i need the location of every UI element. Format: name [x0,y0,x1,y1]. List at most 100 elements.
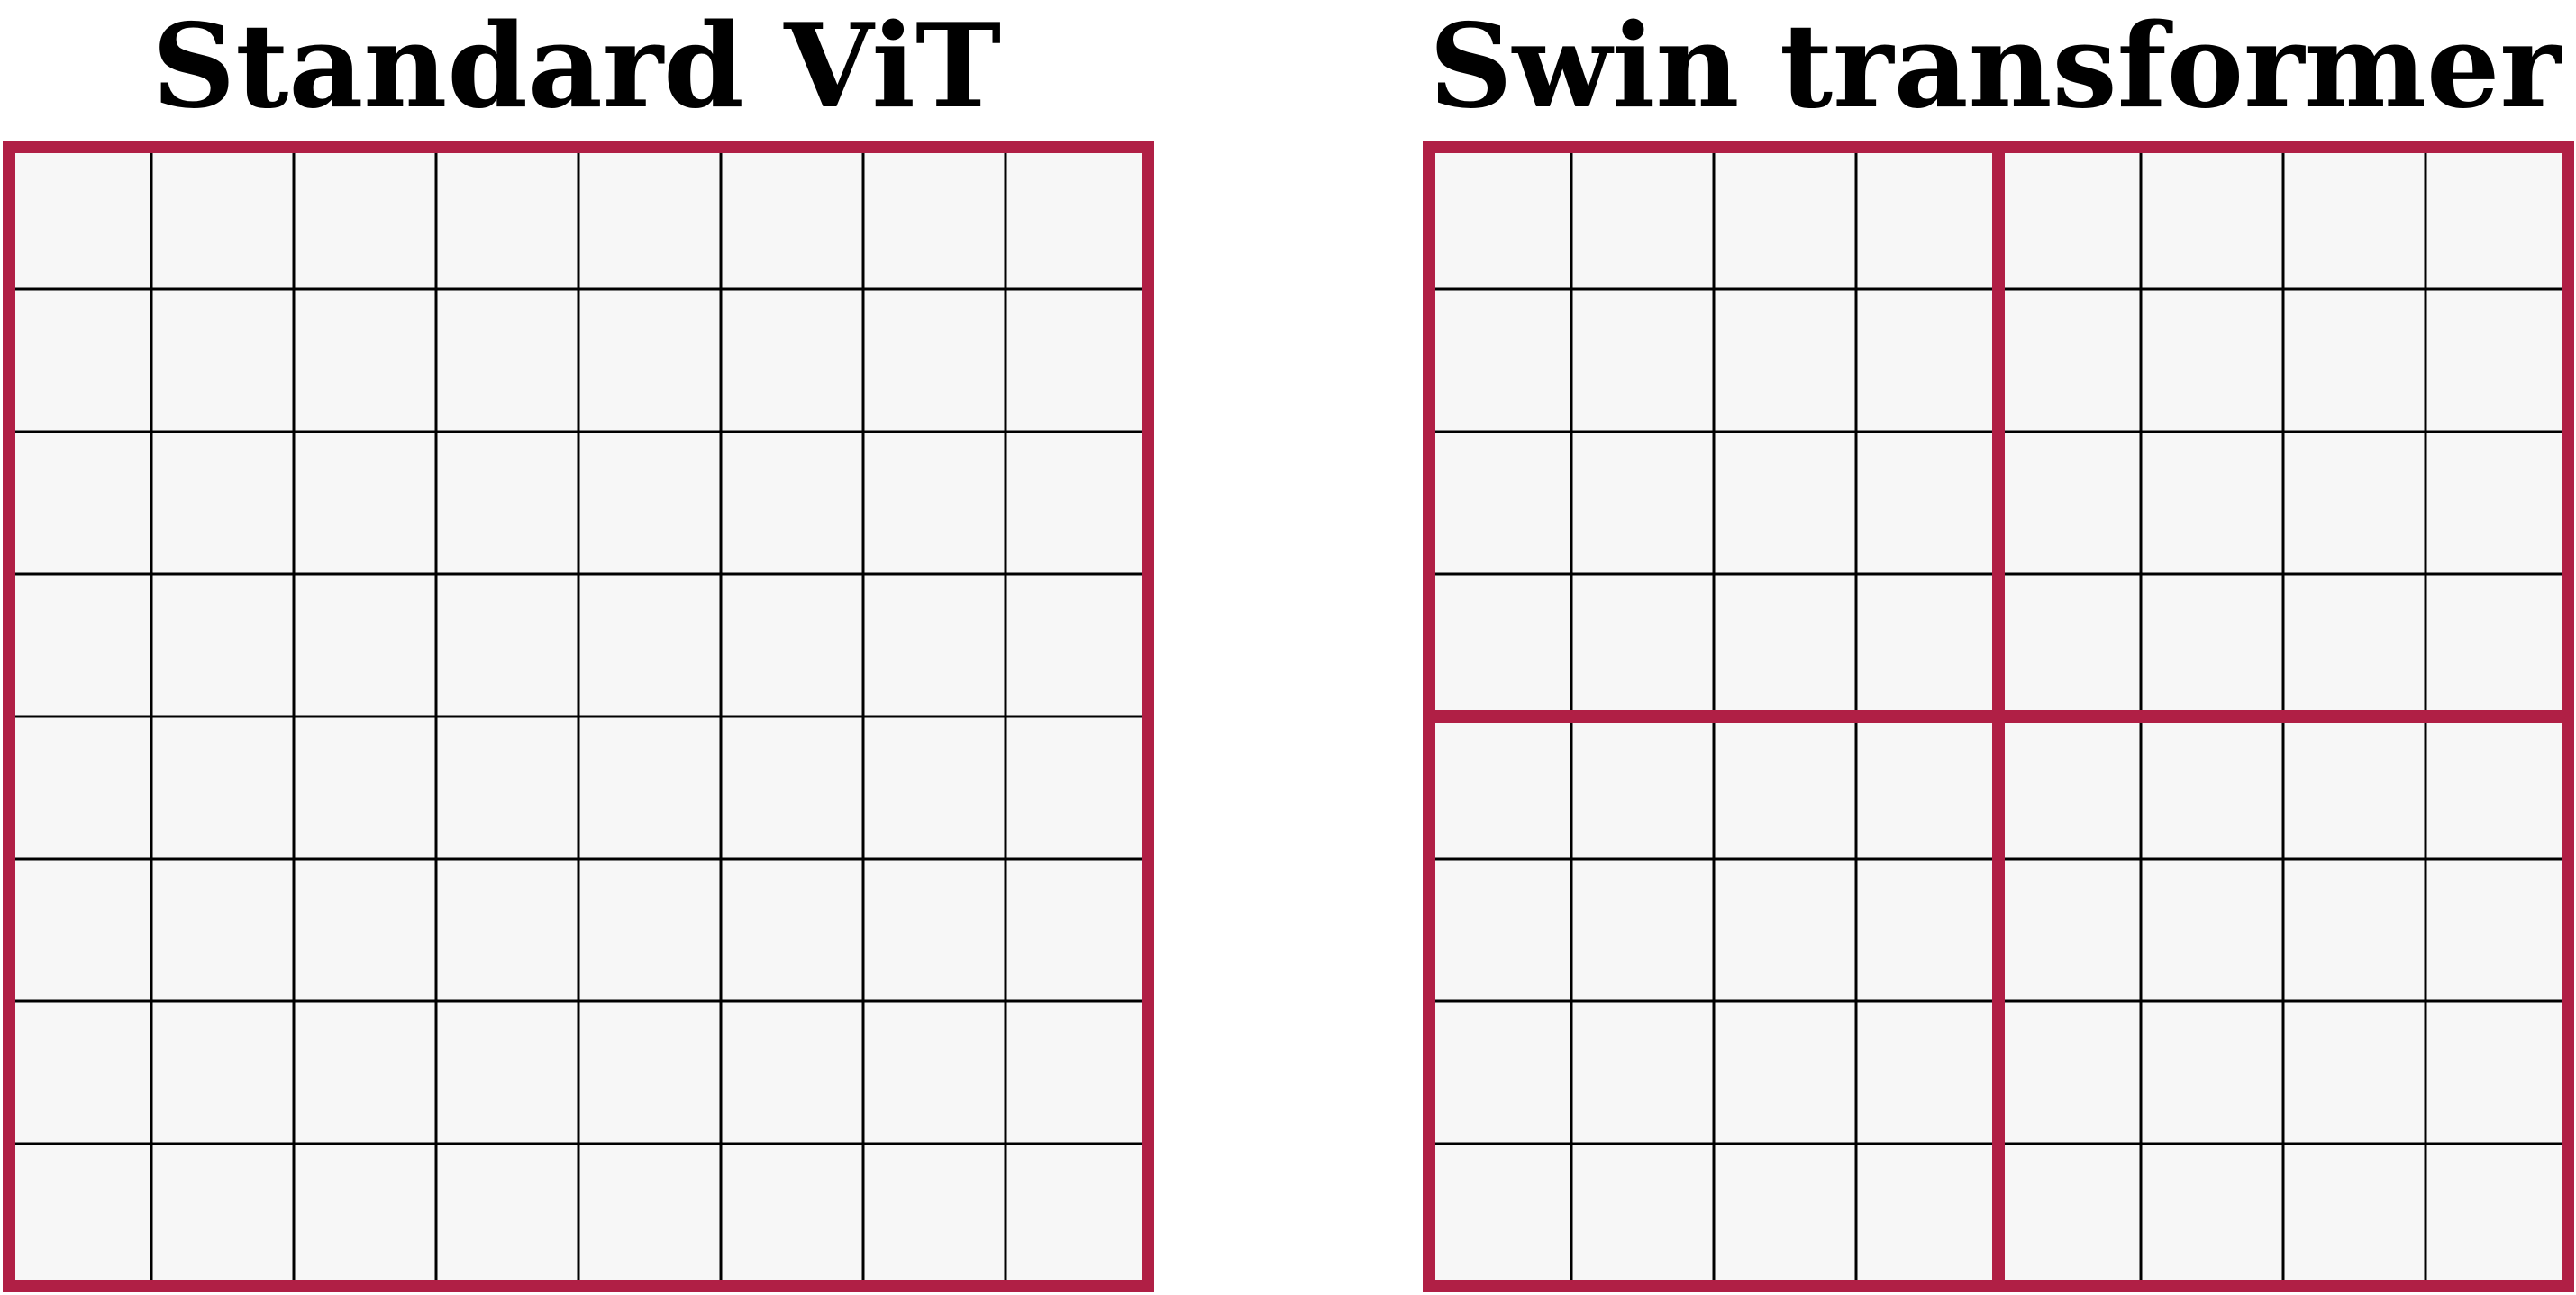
patch-cell [721,1001,863,1144]
patch-cell [151,147,294,289]
patch-cell [2283,147,2426,289]
patch-cell [1998,432,2141,574]
patch-cell [1429,574,1571,716]
standard-vit-patch-grid [9,147,1148,1286]
patch-cell [9,859,151,1001]
patch-cell [2141,147,2283,289]
patch-cell [1856,1001,1998,1144]
patch-cell [151,289,294,432]
patch-cell [578,574,721,716]
patch-cell [1571,289,1714,432]
patch-cell [863,289,1006,432]
patch-cell [578,716,721,859]
patch-cell [1998,859,2141,1001]
patch-cell [1714,859,1856,1001]
patch-cell [2426,574,2568,716]
patch-cell [2141,289,2283,432]
patch-cell [1856,859,1998,1001]
standard-vit-window-frame [3,141,1154,1292]
patch-cell [436,1001,578,1144]
patch-cell [721,716,863,859]
standard-vit-panel: Standard ViT [3,0,1154,1292]
patch-cell [1856,574,1998,716]
patch-cell [1714,1144,1856,1286]
patch-cell [1998,289,2141,432]
patch-cell [9,432,151,574]
patch-cell [721,289,863,432]
patch-cell [863,716,1006,859]
patch-cell [1714,716,1856,859]
patch-cell [294,1001,436,1144]
patch-cell [863,859,1006,1001]
patch-cell [436,147,578,289]
patch-cell [294,147,436,289]
patch-cell [1571,859,1714,1001]
patch-cell [2426,1001,2568,1144]
patch-cell [1714,432,1856,574]
patch-cell [863,147,1006,289]
patch-cell [151,716,294,859]
patch-cell [1714,289,1856,432]
patch-cell [436,859,578,1001]
swin-transformer-panel: Swin transformer [1423,0,2574,1292]
patch-cell [2426,859,2568,1001]
patch-cell [294,289,436,432]
patch-cell [151,432,294,574]
patch-cell [2283,859,2426,1001]
patch-cell [9,1001,151,1144]
patch-cell [9,1144,151,1286]
patch-cell [151,574,294,716]
patch-cell [151,1001,294,1144]
attention-window [1992,710,2574,1292]
patch-cell [1429,432,1571,574]
patch-cell [1998,1001,2141,1144]
patch-cell [9,574,151,716]
patch-cell [578,289,721,432]
patch-cell [2283,1001,2426,1144]
patch-cell [2426,289,2568,432]
patch-cell [1571,716,1714,859]
patch-cell [436,574,578,716]
patch-cell [294,859,436,1001]
swin-transformer-title: Swin transformer [1429,0,2562,134]
patch-cell [1856,716,1998,859]
patch-cell [2141,1001,2283,1144]
patch-cell [1714,147,1856,289]
patch-cell [2283,432,2426,574]
patch-cell [578,859,721,1001]
patch-cell [151,859,294,1001]
patch-cell [1429,859,1571,1001]
patch-cell [1429,147,1571,289]
attention-window [3,141,1154,1292]
patch-cell [1006,1001,1148,1144]
patch-cell [1714,1001,1856,1144]
patch-cell [1429,289,1571,432]
patch-cell [578,1001,721,1144]
patch-cell [1856,147,1998,289]
patch-cell [2426,716,2568,859]
patch-cell [578,147,721,289]
patch-cell [2283,289,2426,432]
patch-cell [1998,147,2141,289]
patch-cell [863,432,1006,574]
patch-cell [721,859,863,1001]
patch-cell [1006,574,1148,716]
patch-cell [1714,574,1856,716]
patch-cell [1571,1001,1714,1144]
patch-cell [721,432,863,574]
patch-cell [436,289,578,432]
patch-cell [2141,574,2283,716]
patch-cell [721,147,863,289]
patch-cell [1856,432,1998,574]
patch-cell [1006,432,1148,574]
patch-cell [1571,574,1714,716]
patch-cell [863,1144,1006,1286]
patch-cell [294,716,436,859]
patch-cell [1006,716,1148,859]
patch-cell [2283,716,2426,859]
patch-cell [1429,1001,1571,1144]
patch-cell [578,432,721,574]
patch-cell [1571,432,1714,574]
patch-cell [436,432,578,574]
patch-cell [294,574,436,716]
